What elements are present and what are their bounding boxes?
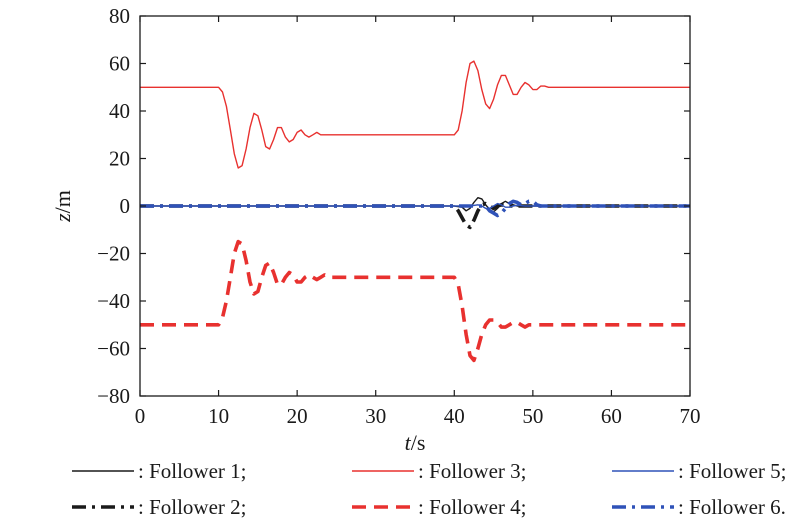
y-tick-label: 0	[120, 194, 131, 218]
x-tick-label: 70	[680, 404, 701, 428]
x-axis-label-symbol: t	[405, 430, 412, 455]
x-tick-label: 10	[208, 404, 229, 428]
legend-label-follower-4: : Follower 4;	[418, 495, 527, 519]
series-line-follower-5	[140, 202, 690, 210]
y-axis-label: z/m	[50, 190, 75, 223]
y-tick-label: 60	[109, 52, 130, 76]
y-axis-label-symbol: z	[50, 213, 75, 223]
series-layer	[140, 60, 690, 363]
series-line-follower-3	[140, 60, 690, 169]
legend-label-follower-1: : Follower 1;	[138, 459, 247, 483]
y-tick-label: −40	[97, 289, 130, 313]
y-tick-label: 20	[109, 147, 130, 171]
x-tick-label: 0	[135, 404, 146, 428]
y-axis-label-unit: /m	[50, 190, 75, 213]
y-tick-label: 40	[109, 99, 130, 123]
series-line-follower-6	[140, 199, 690, 218]
x-tick-label: 30	[365, 404, 386, 428]
legend: : Follower 1; : Follower 3; : Follower 5;:…	[72, 459, 787, 519]
tick-layer: 0 10 20 30 40 50 60 70 80 60 40 20 0 −20 −40 −60 −80	[97, 4, 700, 428]
y-tick-label: −20	[97, 242, 130, 266]
series-line-follower-4	[140, 239, 690, 363]
x-tick-label: 60	[601, 404, 622, 428]
x-tick-label: 20	[287, 404, 308, 428]
legend-label-follower-5: : Follower 5;	[678, 459, 787, 483]
legend-label-follower-2: : Follower 2;	[138, 495, 247, 519]
x-axis-label-unit: /s	[411, 430, 426, 455]
y-tick-label: 80	[109, 4, 130, 28]
series-line-follower-2	[140, 201, 690, 230]
legend-label-follower-3: : Follower 3;	[418, 459, 527, 483]
x-axis-label: t/s	[405, 430, 426, 455]
legend-label-follower-6: : Follower 6.	[678, 495, 786, 519]
x-tick-label: 50	[522, 404, 543, 428]
x-tick-label: 40	[444, 404, 465, 428]
y-tick-label: −80	[97, 384, 130, 408]
y-tick-label: −60	[97, 337, 130, 361]
